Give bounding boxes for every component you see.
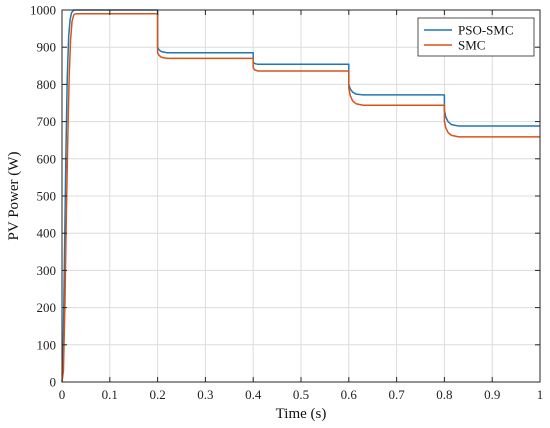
legend-box	[417, 17, 535, 57]
y-tick-label: 200	[37, 300, 57, 315]
x-tick-label: 0.7	[388, 387, 405, 402]
y-tick-label: 800	[37, 77, 57, 92]
x-tick-label: 0.6	[341, 387, 358, 402]
y-tick-label: 700	[37, 114, 57, 129]
y-tick-label: 1000	[30, 3, 56, 18]
x-tick-label: 0.1	[102, 387, 118, 402]
x-tick-label: 0.3	[197, 387, 213, 402]
x-tick-label: 0.8	[436, 387, 452, 402]
series-lines	[61, 9, 540, 383]
y-tick-label: 500	[37, 189, 57, 204]
x-tick-label: 0	[59, 387, 66, 402]
axis-ticks: 0 0.1 0.2 0.3 0.4 0.5 0.6 0.7 0.8 0.9 1 0 100 200 300 4…	[30, 3, 543, 403]
y-tick-label: 0	[50, 375, 57, 390]
y-tick-label: 400	[37, 226, 57, 241]
x-tick-label: 1	[537, 387, 544, 402]
y-tick-label: 300	[37, 263, 57, 278]
y-tick-label: 900	[37, 40, 57, 55]
y-axis-label: PV Power (W)	[6, 152, 22, 241]
legend: PSO-SMC SMC	[417, 17, 535, 57]
x-tick-label: 0.2	[149, 387, 165, 402]
y-tick-label: 100	[37, 337, 57, 352]
series-line-smc	[61, 12, 540, 383]
y-tick-label: 600	[37, 151, 57, 166]
x-tick-label: 0.4	[245, 387, 262, 402]
legend-label-smc: SMC	[458, 38, 485, 53]
x-axis-label: Time (s)	[276, 406, 327, 422]
legend-label-pso-smc: PSO-SMC	[458, 23, 514, 38]
x-tick-label: 0.9	[484, 387, 500, 402]
x-tick-label: 0.5	[293, 387, 309, 402]
